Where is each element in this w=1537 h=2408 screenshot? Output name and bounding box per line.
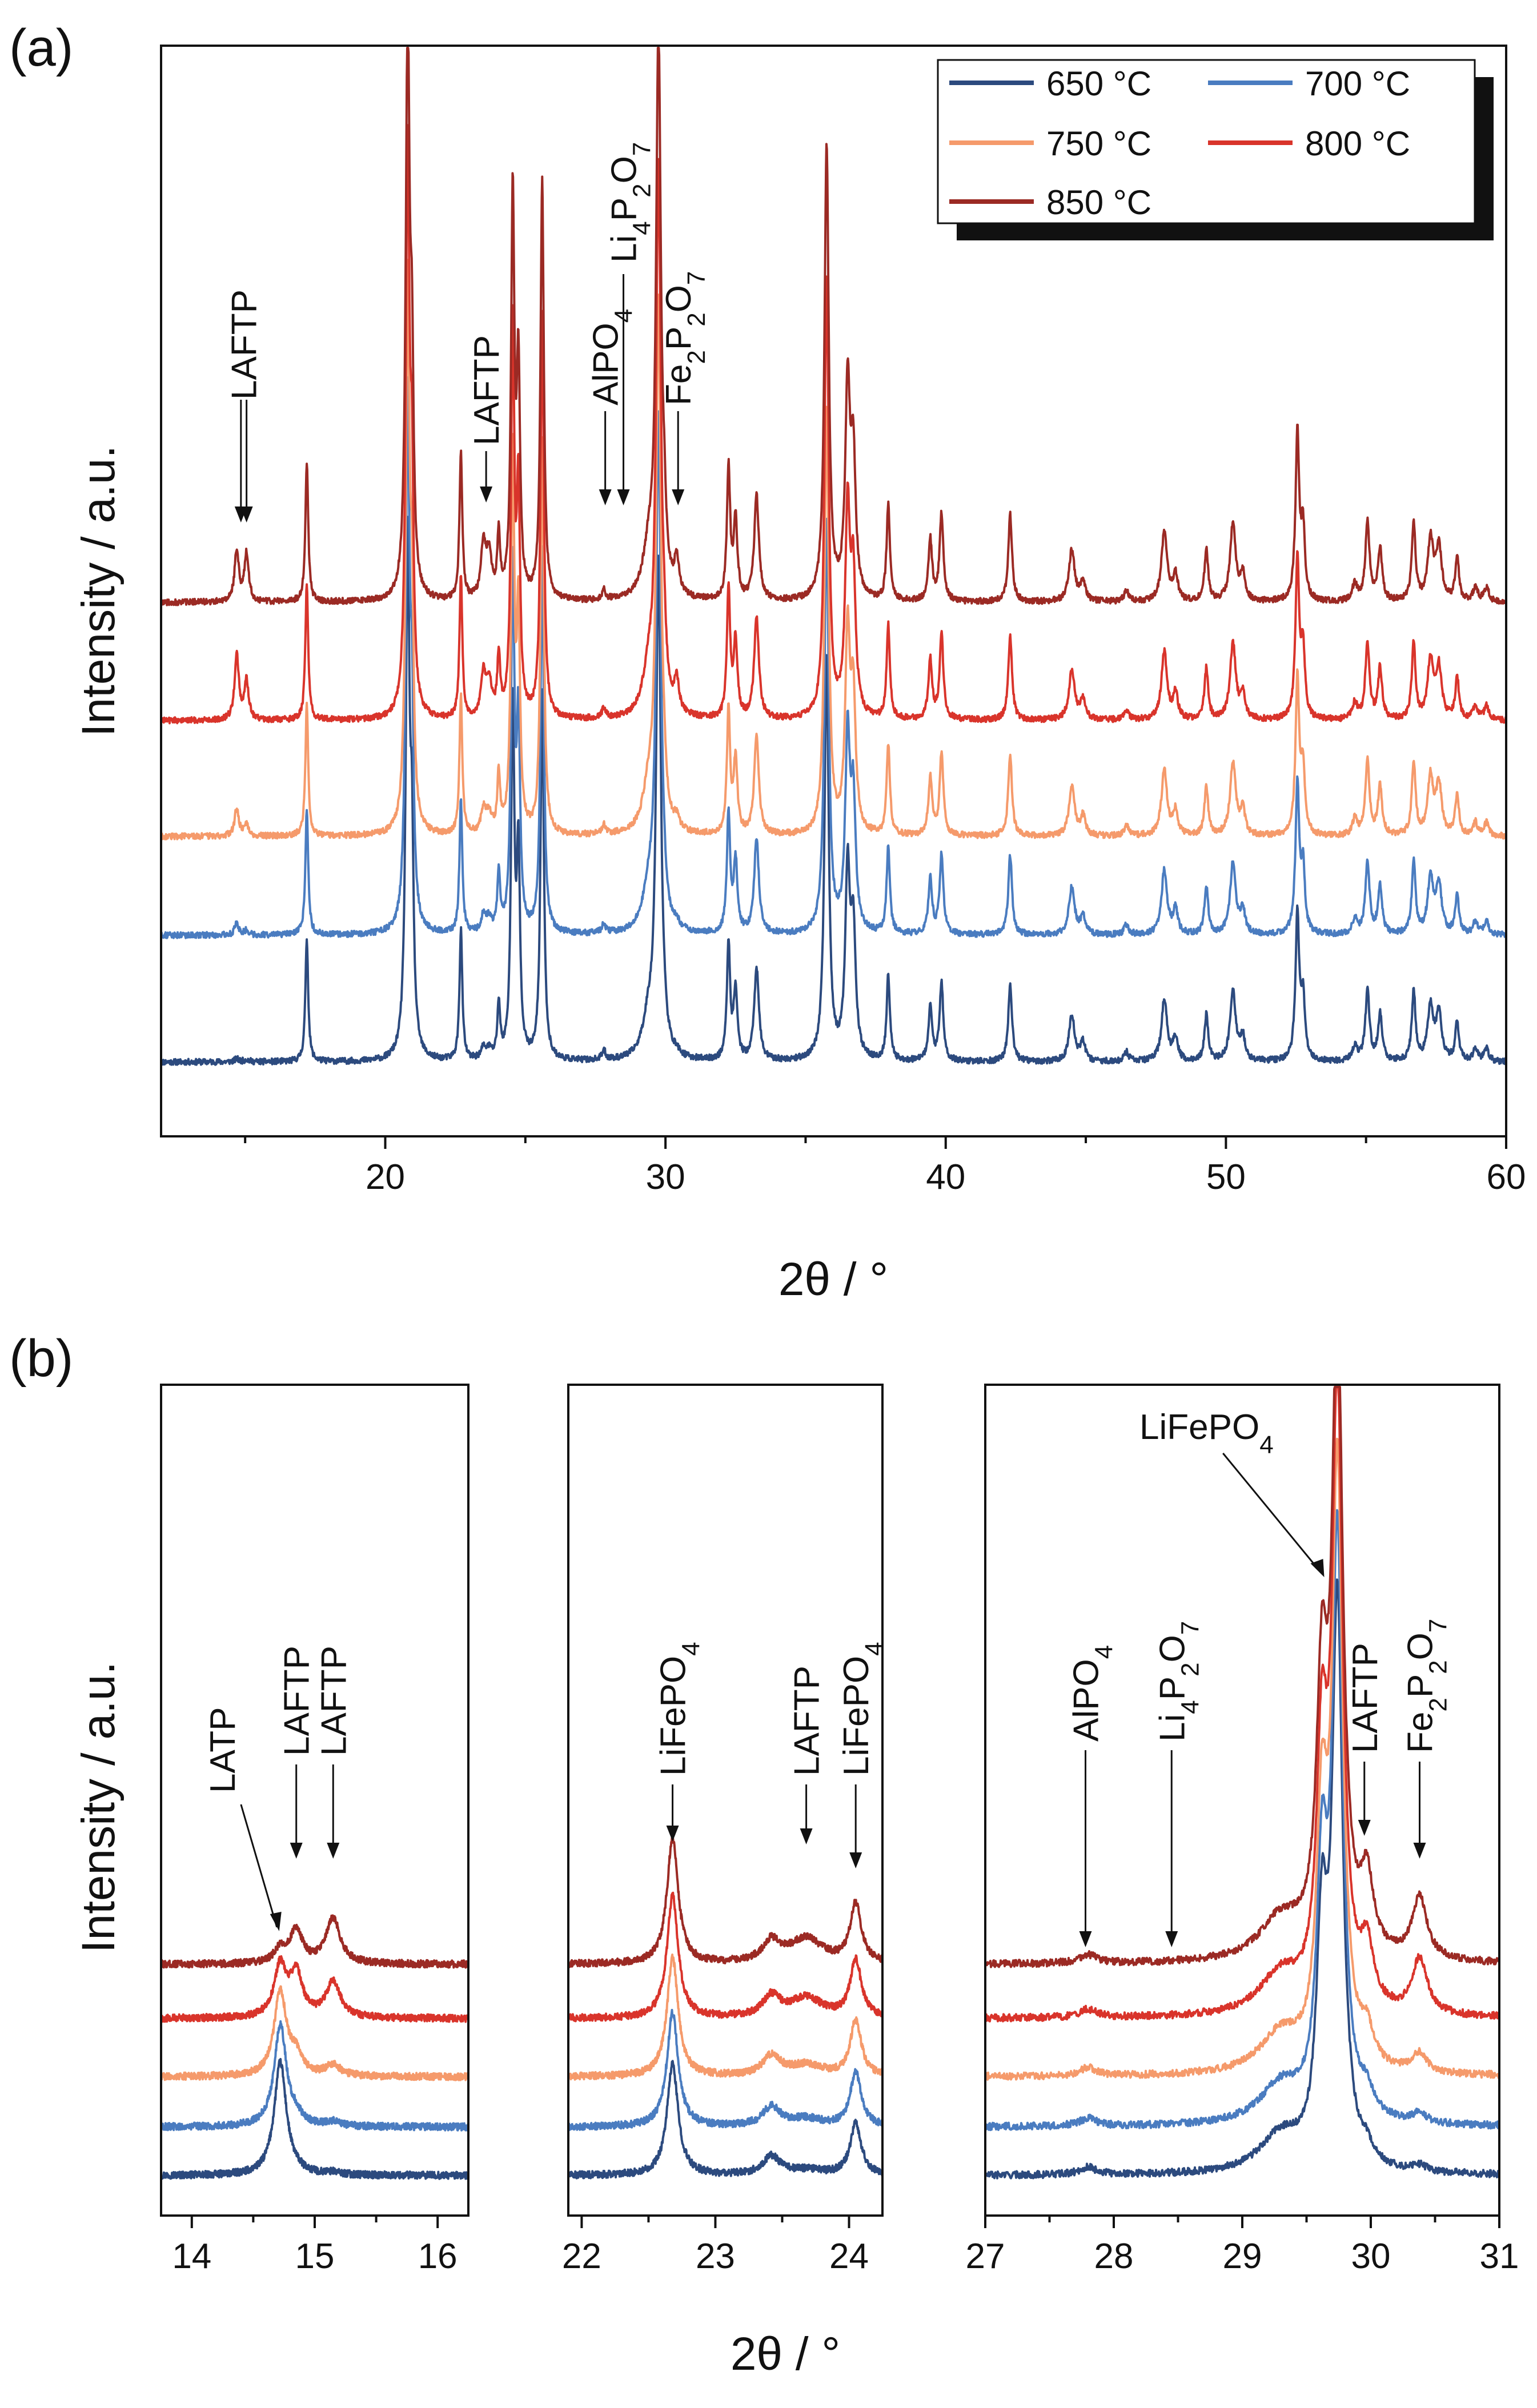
annotation-arrowhead <box>849 1852 862 1868</box>
x-tick-label: 30 <box>1351 2237 1391 2276</box>
series-line-650C <box>160 516 1507 1066</box>
x-tick-label: 60 <box>1487 1157 1526 1197</box>
x-tick-label: 23 <box>696 2237 735 2276</box>
annotation-label: LAFTP <box>225 290 264 400</box>
series-line-650C <box>160 2058 469 2180</box>
annotation-label: AlPO4 <box>1067 1645 1118 1742</box>
panel-a-xticks: 20 30 40 50 60 <box>244 1136 1526 1197</box>
annotation-arrowhead <box>290 1843 303 1859</box>
annotation-arrowhead <box>1165 1931 1178 1947</box>
annotation-label: Li4P2O7 <box>1153 1621 1204 1742</box>
series-line-650C <box>984 1578 1500 2180</box>
annotation-label: LiFePO4 <box>654 1642 705 1776</box>
series-line-800C <box>567 1891 884 2023</box>
annotation-label: LiFePO4 <box>837 1642 888 1776</box>
panel-a-ylabel: Intensity / a.u. <box>73 445 125 737</box>
series-line-850C <box>984 1386 1500 1968</box>
legend-label: 700 °C <box>1305 65 1410 103</box>
subplot-frame <box>567 1384 884 2217</box>
series-line-750C <box>984 1437 1500 2081</box>
panel-a-xlabel: 2θ / ° <box>778 1253 888 1305</box>
subplot-b3: 27 28 29 30 31 <box>966 1384 1519 2276</box>
annotation-arrowhead <box>1358 1820 1371 1836</box>
legend-item-800: 800 °C <box>1208 124 1410 163</box>
x-tick-label: 31 <box>1480 2237 1519 2276</box>
x-tick-label: 24 <box>829 2237 869 2276</box>
legend-label: 850 °C <box>1046 183 1151 222</box>
annotation-arrowhead <box>1413 1843 1426 1859</box>
annotation-arrowhead <box>666 1826 679 1842</box>
annotation-arrowhead <box>1079 1931 1092 1947</box>
annotation-label: Li4P2O7 <box>605 142 656 263</box>
series-line-800C <box>160 1955 469 2023</box>
annotation-arrowhead <box>270 1912 282 1931</box>
annotation-arrowhead <box>617 489 630 505</box>
legend-label: 800 °C <box>1305 124 1410 163</box>
annotation-label: LAFTP <box>467 335 507 445</box>
series-line-750C <box>567 1953 884 2081</box>
series-line-700C <box>567 2009 884 2131</box>
annotation-label: LAFTP <box>314 1646 354 1756</box>
series-line-800C <box>984 1386 1500 2023</box>
panel-a: (a) 20 30 40 50 60 LAFTP LAFTP AlPO4Li4P2O7Fe2… <box>9 19 1526 1305</box>
x-tick-label: 16 <box>418 2237 458 2276</box>
series-line-750C <box>160 259 1507 841</box>
subplot-b1: 14 15 16 <box>160 1384 469 2276</box>
panel-b-label: (b) <box>9 1329 73 1388</box>
annotation-label: LAFTP <box>278 1646 317 1756</box>
legend-item-700: 700 °C <box>1208 65 1410 103</box>
annotation-arrowhead <box>800 1828 813 1844</box>
series-line-700C <box>160 2020 469 2132</box>
panel-a-plot-frame <box>160 45 1507 1137</box>
x-tick-label: 29 <box>1223 2237 1262 2276</box>
panel-b-xlabel: 2θ / ° <box>731 2328 840 2380</box>
series-line-750C <box>160 1985 469 2081</box>
series-line-850C <box>567 1835 884 1968</box>
annotation-arrowhead <box>327 1843 340 1859</box>
x-tick-label: 15 <box>295 2237 335 2276</box>
series-line-850C <box>160 47 1507 606</box>
annotation-arrow <box>1222 1453 1318 1568</box>
panel-a-series <box>160 47 1507 1066</box>
annotation-arrowhead <box>599 489 612 505</box>
series-line-800C <box>160 124 1507 725</box>
x-tick-label: 30 <box>646 1157 685 1197</box>
annotation-label: LATP <box>203 1707 243 1793</box>
x-tick-label: 20 <box>366 1157 405 1197</box>
annotation-arrowhead <box>1310 1559 1325 1577</box>
series-line-650C <box>567 2060 884 2180</box>
annotation-arrowhead <box>480 487 493 502</box>
annotation-label: LAFTP <box>788 1666 827 1776</box>
legend-item-650: 650 °C <box>949 65 1151 103</box>
series-line-700C <box>160 376 1507 939</box>
annotation-label: LAFTP <box>1346 1643 1385 1753</box>
annotation-label: Fe2P2O7 <box>1401 1619 1452 1753</box>
series-line-700C <box>984 1509 1500 2132</box>
x-tick-label: 50 <box>1206 1157 1246 1197</box>
x-tick-label: 27 <box>966 2237 1005 2276</box>
annotation-arrow <box>240 1804 278 1928</box>
annotation-arrowhead <box>240 506 253 522</box>
legend: 650 °C 700 °C 750 °C 800 °C 850 °C <box>937 59 1494 240</box>
legend-label: 650 °C <box>1046 65 1151 103</box>
annotation-label: LiFePO4 <box>1139 1408 1274 1459</box>
x-tick-label: 28 <box>1094 2237 1134 2276</box>
x-tick-label: 40 <box>926 1157 965 1197</box>
annotation-label: Fe2P2O7 <box>659 271 711 405</box>
panel-b: (b) 14 15 16 22 23 24 27 28 29 30 31 LATP LAFTPLA… <box>9 1329 1519 2380</box>
subplot-b2: 22 23 24 <box>562 1384 884 2276</box>
series-line-850C <box>160 1914 469 1969</box>
panel-a-label: (a) <box>9 19 73 77</box>
x-tick-label: 22 <box>562 2237 601 2276</box>
panel-b-ylabel: Intensity / a.u. <box>73 1662 125 1953</box>
legend-item-750: 750 °C <box>949 124 1151 163</box>
annotation-arrowhead <box>672 489 685 505</box>
x-tick-label: 14 <box>172 2237 211 2276</box>
legend-label: 750 °C <box>1046 124 1151 163</box>
legend-item-850: 850 °C <box>949 183 1151 222</box>
